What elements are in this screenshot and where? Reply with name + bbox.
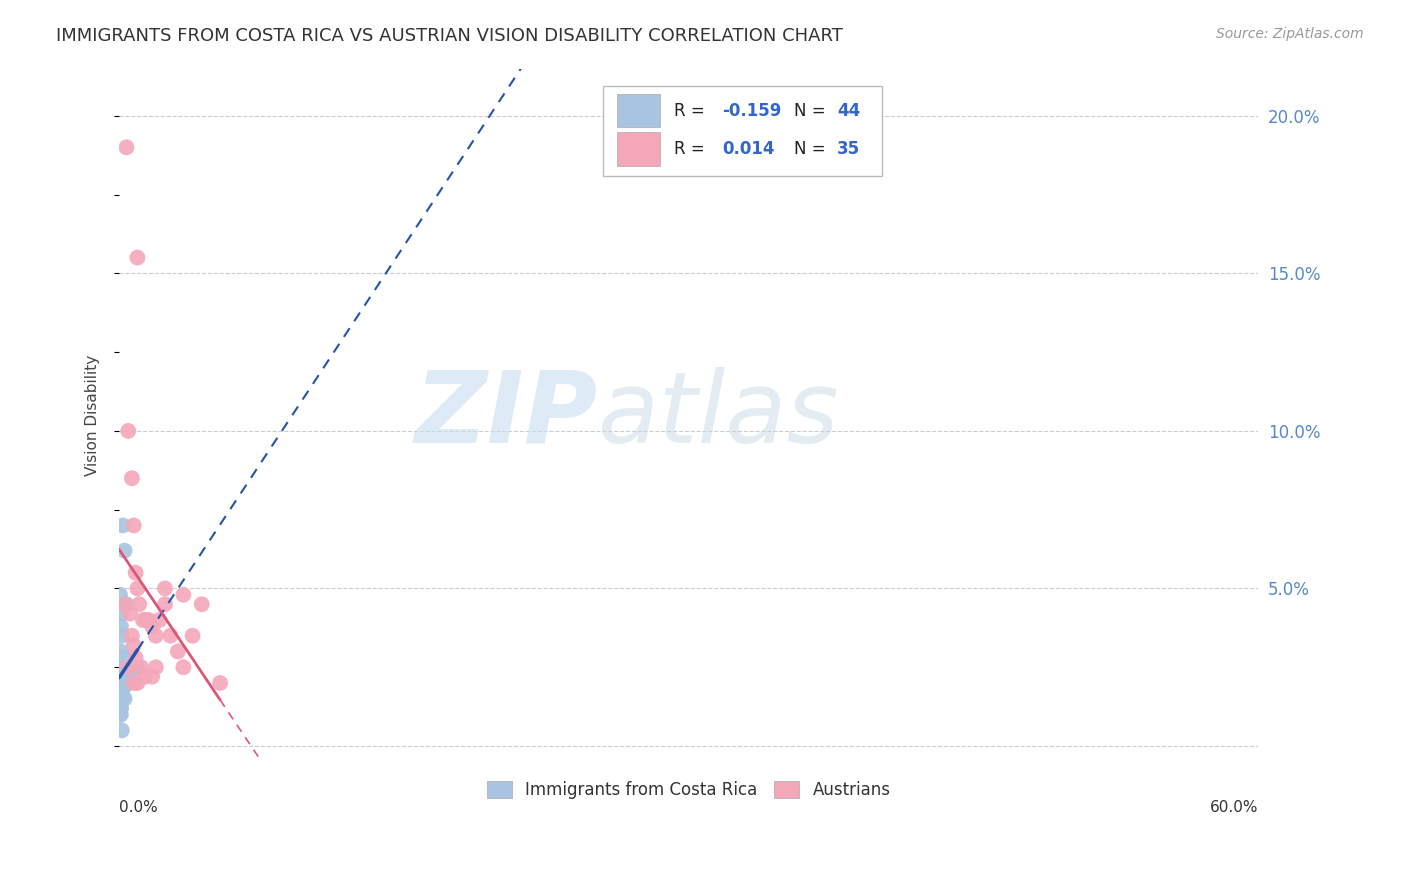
Point — [159, 629, 181, 643]
Point — [132, 613, 155, 627]
Point — [111, 691, 134, 706]
Point — [114, 650, 136, 665]
Point — [122, 638, 145, 652]
Point — [110, 607, 132, 621]
Point — [122, 676, 145, 690]
Point — [127, 660, 149, 674]
Point — [111, 670, 134, 684]
Point — [153, 597, 176, 611]
Point — [110, 707, 132, 722]
Point — [145, 660, 167, 674]
Point — [124, 566, 146, 580]
Point — [110, 701, 132, 715]
Point — [108, 588, 131, 602]
Point — [129, 660, 152, 674]
Text: 35: 35 — [837, 140, 860, 158]
Point — [148, 613, 170, 627]
Point — [172, 588, 194, 602]
Point — [108, 707, 131, 722]
Point — [117, 660, 139, 674]
Text: 44: 44 — [837, 102, 860, 120]
Text: Source: ZipAtlas.com: Source: ZipAtlas.com — [1216, 27, 1364, 41]
Point — [108, 691, 131, 706]
Point — [138, 613, 160, 627]
Text: R =: R = — [673, 102, 710, 120]
Point — [115, 676, 138, 690]
Point — [115, 597, 138, 611]
Point — [114, 691, 136, 706]
Point — [114, 597, 136, 611]
Point — [117, 670, 139, 684]
Point — [117, 660, 139, 674]
Point — [108, 660, 131, 674]
Text: 60.0%: 60.0% — [1211, 800, 1258, 815]
Point — [117, 670, 139, 684]
Point — [112, 676, 135, 690]
Point — [127, 582, 149, 596]
Point — [120, 607, 142, 621]
Point — [127, 251, 149, 265]
Point — [117, 424, 139, 438]
Text: N =: N = — [793, 140, 831, 158]
Point — [141, 619, 163, 633]
Text: atlas: atlas — [598, 367, 839, 464]
Point — [108, 707, 131, 722]
Text: -0.159: -0.159 — [721, 102, 782, 120]
Point — [167, 644, 190, 658]
Point — [111, 660, 134, 674]
Point — [190, 597, 212, 611]
Y-axis label: Vision Disability: Vision Disability — [86, 354, 100, 475]
Point — [121, 471, 143, 485]
Point — [115, 140, 138, 154]
Text: R =: R = — [673, 140, 710, 158]
Point — [114, 676, 136, 690]
Point — [122, 518, 145, 533]
Point — [111, 676, 134, 690]
Point — [111, 691, 134, 706]
Point — [145, 629, 167, 643]
FancyBboxPatch shape — [617, 95, 661, 128]
Point — [108, 670, 131, 684]
Point — [115, 676, 138, 690]
Point — [141, 670, 163, 684]
FancyBboxPatch shape — [603, 86, 883, 176]
Point — [111, 518, 134, 533]
Point — [121, 629, 143, 643]
Point — [110, 619, 132, 633]
Point — [121, 660, 143, 674]
Point — [172, 660, 194, 674]
Point — [181, 629, 204, 643]
Point — [114, 543, 136, 558]
Point — [110, 682, 132, 697]
Point — [110, 701, 132, 715]
Point — [135, 613, 157, 627]
Point — [110, 644, 132, 658]
Point — [114, 670, 136, 684]
Point — [108, 691, 131, 706]
Legend: Immigrants from Costa Rica, Austrians: Immigrants from Costa Rica, Austrians — [481, 774, 897, 805]
Point — [111, 723, 134, 738]
Point — [128, 597, 150, 611]
Point — [111, 682, 134, 697]
Text: IMMIGRANTS FROM COSTA RICA VS AUSTRIAN VISION DISABILITY CORRELATION CHART: IMMIGRANTS FROM COSTA RICA VS AUSTRIAN V… — [56, 27, 844, 45]
Point — [111, 629, 134, 643]
Point — [134, 670, 156, 684]
Point — [108, 676, 131, 690]
Point — [108, 701, 131, 715]
Text: 0.0%: 0.0% — [120, 800, 157, 815]
Text: ZIP: ZIP — [415, 367, 598, 464]
Text: 0.014: 0.014 — [721, 140, 775, 158]
FancyBboxPatch shape — [617, 132, 661, 166]
Point — [111, 660, 134, 674]
Text: N =: N = — [793, 102, 831, 120]
Point — [114, 676, 136, 690]
Point — [153, 582, 176, 596]
Point — [124, 650, 146, 665]
Point — [110, 676, 132, 690]
Point — [209, 676, 232, 690]
Point — [111, 682, 134, 697]
Point — [110, 676, 132, 690]
Point — [127, 676, 149, 690]
